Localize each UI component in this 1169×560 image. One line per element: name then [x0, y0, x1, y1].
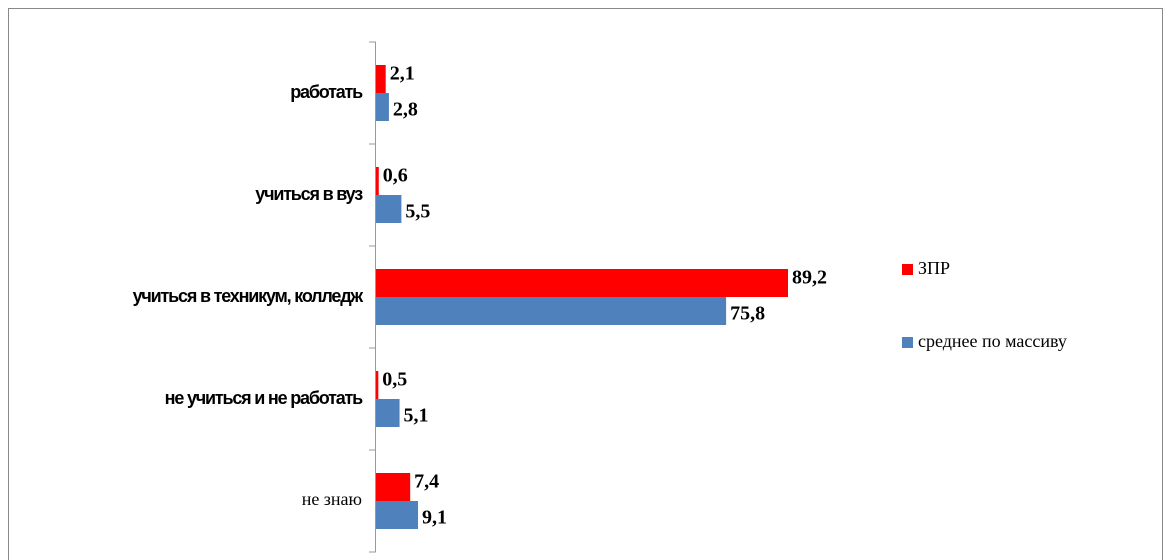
- value-label: 0,6: [383, 165, 408, 187]
- bar: [376, 65, 386, 93]
- value-label: 89,2: [792, 267, 827, 289]
- value-label: 9,1: [422, 507, 447, 529]
- value-label: 75,8: [730, 303, 765, 325]
- category-label: учиться в вуз: [255, 184, 363, 204]
- bar: [376, 371, 379, 399]
- value-label: 0,5: [382, 369, 407, 391]
- category-label: не учиться и не работать: [165, 388, 363, 408]
- bar: [376, 473, 411, 501]
- value-label: 2,8: [393, 99, 418, 121]
- value-label: 2,1: [390, 63, 415, 85]
- legend-label: ЗПР: [918, 258, 950, 278]
- value-label: 5,1: [404, 405, 429, 427]
- value-label: 5,5: [405, 201, 430, 223]
- bar: [376, 297, 727, 325]
- legend-label: среднее по массиву: [918, 331, 1067, 351]
- category-label: не знаю: [302, 489, 362, 509]
- value-label: 7,4: [414, 471, 439, 493]
- bar: [376, 399, 400, 427]
- legend-swatch: [902, 337, 913, 348]
- bar: [376, 501, 419, 529]
- bar: [376, 195, 402, 223]
- bar: [376, 93, 389, 121]
- category-label: учиться в техникум, колледж: [133, 286, 364, 306]
- bar: [376, 167, 379, 195]
- bar: [376, 269, 788, 297]
- legend-swatch: [902, 264, 913, 275]
- category-label: работать: [290, 82, 363, 102]
